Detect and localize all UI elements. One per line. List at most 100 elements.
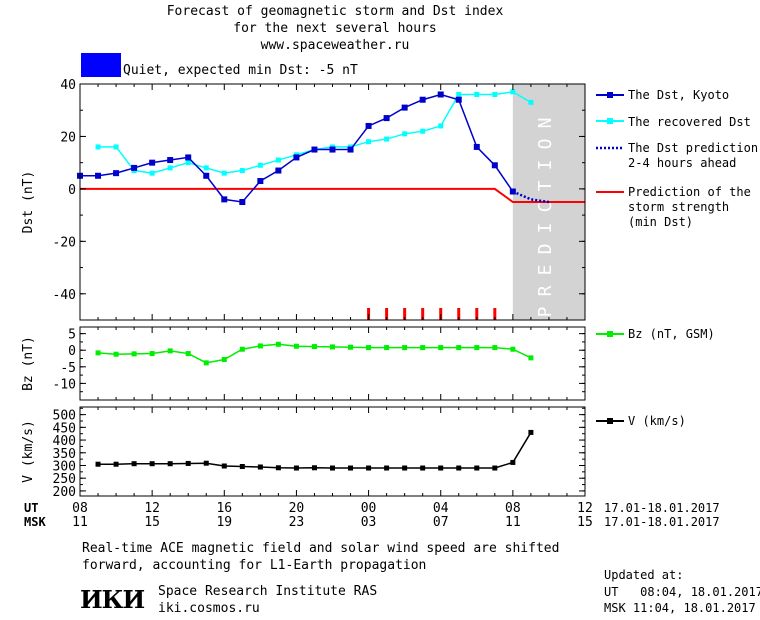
bz-point — [257, 343, 263, 349]
v-point — [203, 460, 209, 466]
prediction-label-letter: I — [535, 160, 556, 171]
v-point — [348, 465, 354, 471]
bz-point — [149, 351, 155, 357]
y-tick-label: 0 — [68, 183, 76, 198]
prediction-label-letter: I — [535, 223, 556, 234]
y-tick-label: -10 — [53, 377, 76, 392]
msk-row-label: MSK — [24, 515, 46, 529]
dst-kyoto-point — [113, 170, 120, 177]
dst-kyoto-point — [221, 196, 228, 203]
v-point — [257, 464, 263, 470]
legend-swatch-recovered-marker — [607, 118, 613, 124]
legend-swatch-v-marker — [607, 418, 613, 424]
dst-kyoto-point — [239, 199, 246, 205]
recovered-dst-point — [221, 170, 227, 176]
bz-point — [95, 350, 101, 356]
msk-tick-label: 15 — [577, 515, 593, 530]
ut-tick-label: 08 — [72, 501, 88, 516]
prediction-label-letter: D — [535, 244, 556, 255]
v-point — [402, 465, 408, 471]
legend-swatch-bz-marker — [607, 331, 613, 337]
ut-date-range: 17.01-18.01.2017 — [604, 501, 720, 515]
recovered-dst-point — [167, 165, 173, 171]
v-point — [275, 465, 281, 471]
ut-tick-label: 12 — [144, 501, 160, 516]
storm-strength-line — [80, 187, 585, 203]
y-tick-label: 0 — [68, 344, 76, 359]
recovered-dst-point — [510, 89, 516, 95]
updated-ut: UT 08:04, 18.01.2017 — [604, 585, 760, 599]
bz-point — [510, 346, 516, 352]
msk-tick-label: 11 — [72, 515, 88, 530]
recovered-dst-point — [456, 91, 462, 97]
bz-point — [456, 345, 462, 351]
y-tick-label: 450 — [53, 421, 76, 436]
y-tick-label: 350 — [53, 447, 76, 462]
recovered-dst-point — [438, 123, 444, 129]
recovered-dst-point — [239, 168, 245, 174]
recovered-dst-point — [257, 162, 263, 168]
bz-point — [438, 345, 444, 351]
bz-point — [221, 357, 227, 363]
msk-date-range: 17.01-18.01.2017 — [604, 515, 720, 529]
bz-point — [384, 345, 390, 351]
dst-kyoto-point — [419, 96, 426, 103]
y-tick-label: 5 — [68, 328, 76, 343]
panel-frame — [79, 406, 586, 497]
v-point — [366, 465, 372, 471]
v-point — [113, 461, 119, 467]
institute-site[interactable]: iki.cosmos.ru — [158, 601, 260, 616]
v-point — [293, 465, 299, 471]
v-point — [438, 465, 444, 471]
legend-v: V (km/s) — [628, 414, 686, 428]
prediction-label-letter: P — [535, 306, 556, 317]
ut-tick-label: 12 — [577, 501, 593, 516]
dst-kyoto-point — [491, 162, 498, 169]
footer-note-line2: forward, accounting for L1-Earth propaga… — [82, 558, 427, 573]
recovered-dst-point — [113, 144, 119, 150]
bz-point — [275, 341, 281, 347]
panel-frame — [79, 326, 586, 401]
ut-tick-label: 20 — [289, 501, 305, 516]
v-line — [98, 432, 532, 469]
recovered-dst-point — [185, 160, 191, 166]
recovered-dst-point — [149, 170, 155, 176]
ut-tick-label: 00 — [361, 501, 377, 516]
v-point — [239, 464, 245, 470]
v-point — [95, 461, 101, 467]
bz-point — [366, 345, 372, 351]
bz-point — [420, 345, 426, 351]
v-point — [131, 461, 137, 467]
v-point — [510, 459, 516, 465]
bz-point — [348, 344, 354, 350]
site-url[interactable]: www.spaceweather.ru — [260, 38, 410, 53]
legend-bz: Bz (nT, GSM) — [628, 327, 715, 341]
prediction-label-letter: T — [535, 180, 556, 191]
dst-kyoto-point — [383, 115, 390, 122]
y-tick-label: 20 — [60, 130, 76, 145]
bz-point — [474, 345, 480, 351]
ut-row-label: UT — [24, 501, 39, 515]
dst-kyoto-point — [455, 96, 462, 103]
v-point — [221, 463, 227, 469]
bz-point — [113, 351, 119, 357]
bz-point — [203, 360, 209, 366]
msk-tick-label: 11 — [505, 515, 521, 530]
msk-tick-label: 03 — [361, 515, 377, 530]
msk-tick-label: 23 — [289, 515, 305, 530]
y-axis-label: Bz (nT) — [21, 336, 36, 391]
dst-kyoto-point — [437, 91, 444, 98]
y-tick-label: 300 — [53, 459, 76, 474]
bz-point — [528, 355, 534, 361]
bz-point — [330, 344, 335, 350]
status-text: Quiet, expected min Dst: -5 nT — [123, 63, 358, 78]
institute-name: Space Research Institute RAS — [158, 584, 378, 599]
footer-note-line1: Real-time ACE magnetic field and solar w… — [82, 541, 560, 556]
recovered-dst-point — [95, 144, 101, 150]
dst-kyoto-point — [401, 104, 408, 111]
dst-kyoto-point — [257, 178, 264, 185]
iki-logo: ИКИ — [80, 585, 145, 614]
legend-dst-kyoto: The Dst, Kyoto — [628, 88, 730, 102]
dst-kyoto-point — [131, 164, 138, 171]
